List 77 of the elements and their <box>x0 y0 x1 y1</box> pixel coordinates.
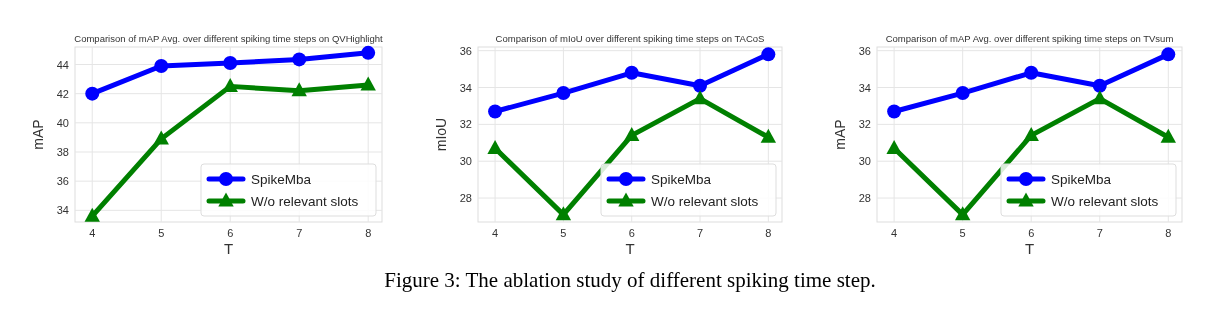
point <box>1161 47 1176 62</box>
y-tick-label: 36 <box>56 175 69 188</box>
legend-label: W/o relevant slots <box>1051 194 1159 209</box>
point <box>361 45 376 60</box>
x-tick-label: 5 <box>959 227 966 239</box>
point <box>1024 65 1039 80</box>
x-tick-label: 7 <box>296 227 303 239</box>
x-axis-title: T <box>1024 240 1035 257</box>
y-tick-label: 38 <box>56 146 69 158</box>
point <box>1092 78 1107 93</box>
legend-label: SpikeMba <box>651 172 712 187</box>
point <box>624 127 640 142</box>
point <box>487 139 503 154</box>
x-tick-label: 5 <box>560 227 567 239</box>
y-tick-label: 36 <box>858 44 871 57</box>
x-tick-label: 8 <box>1165 227 1172 239</box>
point <box>360 76 376 91</box>
y-tick-label: 34 <box>858 81 871 94</box>
y-tick-label: 30 <box>858 155 871 168</box>
legend-label: SpikeMba <box>251 172 312 187</box>
chart-title: Comparison of mIoU over different spiking time steps on TACoS <box>495 33 765 44</box>
y-tick-label: 40 <box>56 116 69 129</box>
point <box>153 130 169 145</box>
y-tick-label: 42 <box>56 87 69 100</box>
y-tick-label: 32 <box>459 118 472 131</box>
legend-label: W/o relevant slots <box>651 194 759 209</box>
point <box>1023 127 1039 142</box>
point <box>693 78 708 93</box>
y-axis-title: mAP <box>832 119 848 150</box>
point <box>292 52 307 67</box>
x-tick-label: 4 <box>891 227 898 239</box>
point <box>761 47 776 62</box>
point <box>291 82 307 97</box>
y-tick-label: 28 <box>858 192 871 205</box>
point <box>760 128 777 143</box>
x-tick-label: 4 <box>89 227 96 239</box>
point <box>887 104 902 119</box>
y-tick-label: 30 <box>459 155 472 168</box>
y-tick-label: 44 <box>56 58 69 71</box>
point <box>954 206 971 221</box>
x-tick-label: 6 <box>628 227 635 239</box>
y-axis-title: mAP <box>30 119 46 150</box>
y-tick-label: 34 <box>56 204 69 217</box>
y-tick-label: 36 <box>459 44 472 57</box>
point <box>886 139 902 154</box>
legend-label: W/o relevant slots <box>251 194 359 209</box>
legend-label: SpikeMba <box>1051 172 1112 187</box>
point <box>1160 128 1176 143</box>
point <box>85 86 100 101</box>
point <box>1092 90 1108 105</box>
y-tick-label: 32 <box>858 118 871 131</box>
point <box>692 90 708 105</box>
x-tick-label: 5 <box>158 227 165 239</box>
point <box>223 56 238 71</box>
x-tick-label: 6 <box>227 227 234 239</box>
x-tick-label: 8 <box>765 227 772 239</box>
x-axis-title: T <box>625 240 635 257</box>
x-axis-title: T <box>223 240 234 257</box>
caption: Figure 3: The ablation study of different spiking time step. <box>384 268 876 292</box>
y-tick-label: 34 <box>459 81 472 94</box>
x-tick-label: 4 <box>492 227 499 239</box>
x-tick-label: 8 <box>365 227 372 239</box>
point <box>556 86 571 101</box>
x-tick-label: 7 <box>696 227 704 239</box>
y-tick-label: 28 <box>459 192 472 205</box>
x-tick-label: 6 <box>1028 227 1035 239</box>
point <box>84 207 100 222</box>
point <box>555 206 572 221</box>
point <box>624 65 639 80</box>
point <box>955 86 970 101</box>
point <box>222 77 238 92</box>
chart-title: Comparison of mAP Avg. over different spiking time steps on TVsum <box>885 33 1174 44</box>
y-axis-title: mIoU <box>433 117 449 152</box>
point <box>154 58 169 73</box>
x-tick-label: 7 <box>1096 227 1103 239</box>
point <box>488 104 503 119</box>
chart-title: Comparison of mAP Avg. over different spiking time steps on QVHighlight <box>74 33 384 44</box>
